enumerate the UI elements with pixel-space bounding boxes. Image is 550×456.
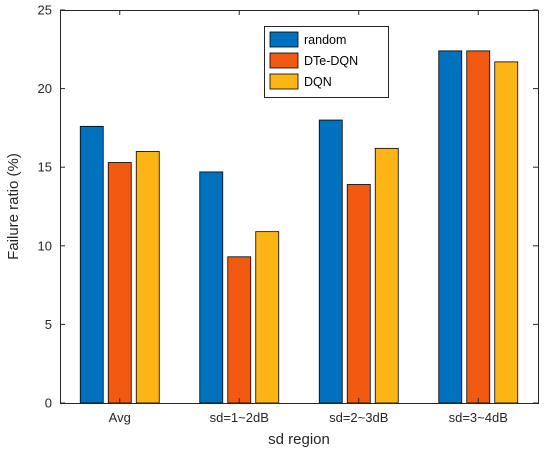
legend-label-dte-dqn: DTe-DQN	[304, 54, 358, 68]
legend-label-random: random	[304, 33, 346, 47]
x-axis-title: sd region	[268, 431, 330, 448]
bar-random-0	[79, 125, 104, 404]
y-tick-label: 25	[38, 3, 52, 18]
bar-dte-dqn-3	[466, 50, 491, 404]
y-axis-title: Failure ratio (%)	[5, 153, 22, 260]
bar-dqn-1	[255, 231, 280, 404]
y-tick-label: 0	[45, 396, 52, 411]
bar-dte-dqn-0	[107, 162, 132, 404]
x-tick-label: sd=3~4dB	[449, 410, 508, 425]
legend: random DTe-DQN DQN	[264, 26, 389, 98]
bar-dte-dqn-1	[227, 256, 252, 404]
y-tick-label: 20	[38, 81, 52, 96]
y-tick-label: 5	[45, 317, 52, 332]
legend-label-dqn: DQN	[304, 75, 332, 89]
legend-swatch-dte-dqn	[269, 52, 299, 69]
bar-random-1	[199, 171, 224, 404]
y-tick-label: 10	[38, 238, 52, 253]
bar-dqn-0	[135, 151, 160, 404]
x-tick-label: sd=2~3dB	[329, 410, 388, 425]
x-axis-ticks: Avg sd=1~2dB sd=2~3dB sd=3~4dB	[109, 10, 508, 425]
legend-swatch-dqn	[269, 73, 299, 90]
bar-random-2	[318, 119, 343, 404]
bar-dqn-3	[494, 61, 519, 404]
plot-area-frame	[60, 10, 539, 404]
bars-group	[79, 50, 519, 404]
legend-swatch-random	[269, 31, 299, 48]
x-tick-label: sd=1~2dB	[210, 410, 269, 425]
y-axis-ticks: 0 5 10 15 20 25	[38, 3, 538, 411]
x-tick-label: Avg	[109, 410, 131, 425]
bar-random-3	[438, 50, 463, 404]
bar-dte-dqn-2	[346, 184, 371, 404]
bar-dqn-2	[374, 147, 399, 404]
y-tick-label: 15	[38, 160, 52, 175]
